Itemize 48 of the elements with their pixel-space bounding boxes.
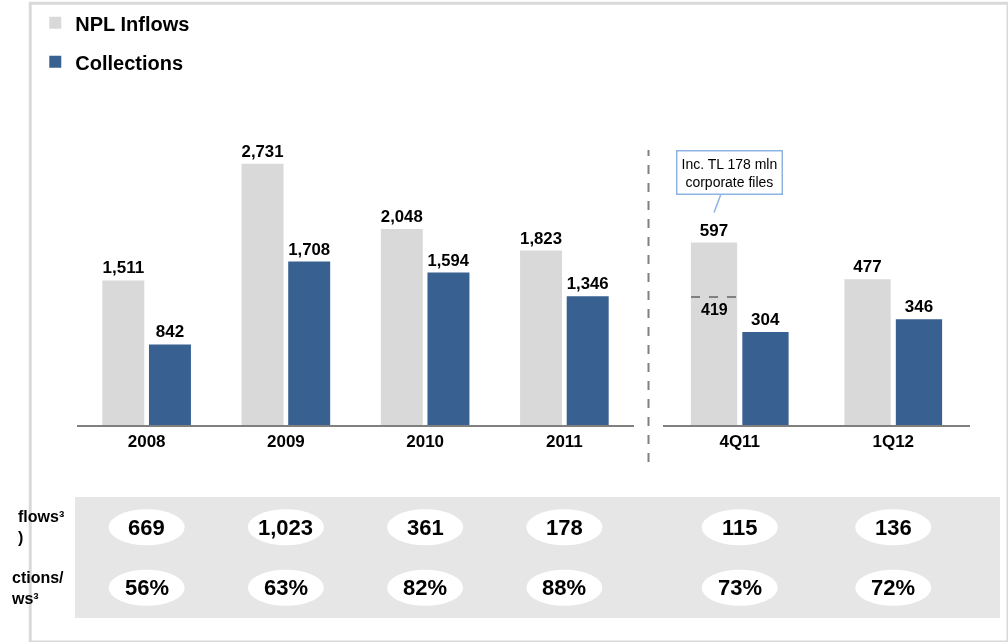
x-tick-label: 2010 bbox=[406, 432, 445, 452]
text: 669 bbox=[128, 515, 165, 540]
annotation: 419 bbox=[701, 301, 728, 318]
bar bbox=[742, 332, 789, 425]
data-label: 2,731 bbox=[241, 141, 284, 161]
bar bbox=[427, 272, 470, 425]
bar bbox=[241, 163, 284, 425]
text: 88% bbox=[542, 575, 587, 600]
data-label: 2,048 bbox=[380, 207, 423, 227]
data-label: 346 bbox=[904, 297, 934, 317]
text: 1,023 bbox=[258, 515, 314, 540]
text: ctions/ ws³ bbox=[11, 569, 65, 607]
x-tick-label: 2011 bbox=[545, 432, 583, 452]
text: 56% bbox=[125, 575, 170, 600]
data-label: 1,346 bbox=[566, 274, 609, 294]
data-label: 1,823 bbox=[520, 228, 563, 248]
legend-label: NPL Inflows bbox=[75, 12, 190, 35]
text: 115 bbox=[722, 515, 758, 540]
data-label: 842 bbox=[155, 322, 185, 342]
x-tick-label: 4Q11 bbox=[719, 432, 761, 452]
x-tick-label: 1Q12 bbox=[872, 432, 915, 452]
data-label: 597 bbox=[699, 220, 729, 240]
text: 72% bbox=[871, 575, 916, 600]
data-label: 1,511 bbox=[102, 258, 145, 278]
data-label: 1,708 bbox=[288, 239, 331, 259]
data-label: 477 bbox=[853, 257, 882, 277]
bar bbox=[566, 296, 609, 425]
bar bbox=[895, 319, 943, 425]
bar bbox=[148, 344, 191, 425]
text: Inc. TL 178 mln corporate files bbox=[681, 155, 778, 190]
bar bbox=[102, 280, 145, 425]
bar bbox=[380, 229, 423, 425]
data-label: 1,594 bbox=[427, 250, 470, 270]
bar bbox=[844, 279, 891, 425]
bar bbox=[690, 242, 738, 425]
x-tick-label: 2009 bbox=[266, 432, 305, 452]
data-label: 304 bbox=[751, 310, 780, 330]
text: 73% bbox=[718, 575, 763, 600]
x-tick-label: 2008 bbox=[127, 432, 166, 452]
bar bbox=[288, 261, 331, 425]
text: 82% bbox=[403, 575, 448, 600]
text: 136 bbox=[875, 515, 912, 540]
text: 63% bbox=[264, 575, 309, 600]
text: flows³ ) bbox=[18, 508, 65, 546]
text: 178 bbox=[546, 515, 583, 540]
bar bbox=[520, 250, 563, 425]
legend-label: Collections bbox=[75, 51, 184, 74]
text: 361 bbox=[407, 515, 444, 540]
